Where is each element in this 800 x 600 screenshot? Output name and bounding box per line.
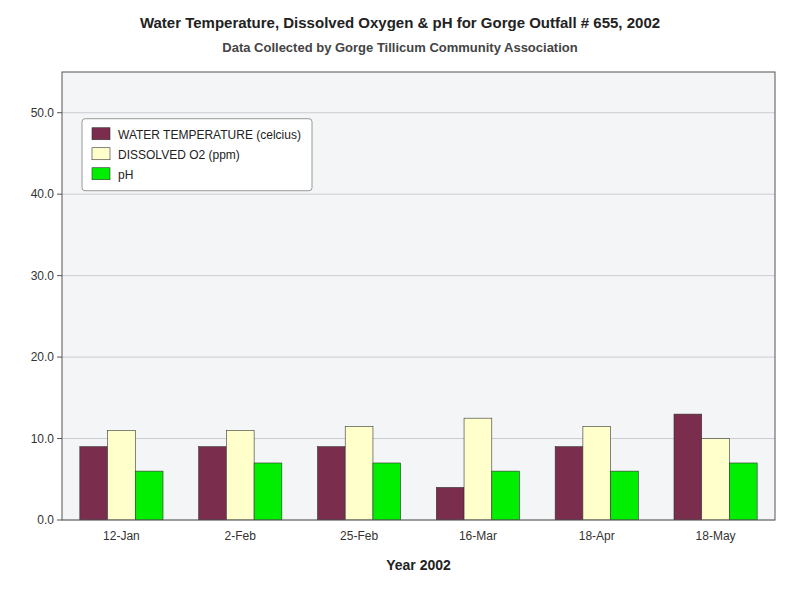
legend-swatch (92, 168, 110, 180)
x-axis-label: Year 2002 (386, 557, 451, 573)
y-tick-label: 20.0 (31, 350, 55, 364)
bar (583, 426, 611, 520)
tick-mark (57, 275, 62, 276)
legend-box (82, 119, 312, 191)
bar (464, 418, 492, 520)
tick-mark (57, 520, 62, 521)
tick-mark (57, 112, 62, 113)
x-tick-label: 2-Feb (225, 529, 257, 543)
grid-line (62, 438, 775, 439)
plot-frame (62, 72, 775, 520)
legend-label: DISSOLVED O2 (ppm) (118, 148, 240, 162)
bars (80, 414, 757, 520)
subtitle: Data Collected by Gorge Tillicum Communi… (222, 40, 577, 55)
x-tick-label: 12-Jan (103, 529, 140, 543)
bar (135, 471, 163, 520)
x-tick-label: 16-Mar (459, 529, 497, 543)
grid-line (62, 194, 775, 195)
bar (345, 426, 373, 520)
legend-label: WATER TEMPERATURE (celcius) (118, 128, 301, 142)
legend-label: pH (118, 168, 133, 182)
bar (436, 487, 464, 520)
legend-swatch (92, 148, 110, 160)
grid-line (62, 275, 775, 276)
plot-area (62, 72, 775, 520)
tick-mark (57, 438, 62, 439)
x-tick-label: 18-Apr (579, 529, 615, 543)
bar (373, 463, 401, 520)
y-tick-label: 30.0 (31, 269, 55, 283)
tick-mark (57, 194, 62, 195)
bar (702, 439, 730, 520)
bar (199, 447, 227, 520)
bar (108, 430, 136, 520)
grid-line (62, 357, 775, 358)
y-tick-label: 50.0 (31, 106, 55, 120)
bar (226, 430, 254, 520)
chart: 0.0 10.0 20.0 30.0 40.0 50.0 12-Jan 2-Feb 25-Feb… (0, 0, 800, 600)
bar (555, 447, 583, 520)
y-tick-label: 10.0 (31, 432, 55, 446)
x-tick-label: 25-Feb (340, 529, 378, 543)
title: Water Temperature, Dissolved Oxygen & pH… (140, 14, 660, 31)
y-axis: 0.0 10.0 20.0 30.0 40.0 50.0 (31, 106, 775, 527)
bar (254, 463, 282, 520)
x-axis: 12-Jan 2-Feb 25-Feb 16-Mar 18-Apr 18-May (103, 529, 736, 543)
y-tick-label: 0.0 (37, 513, 54, 527)
bar (80, 447, 108, 520)
legend: WATER TEMPERATURE (celcius) DISSOLVED O2 … (82, 119, 312, 191)
x-tick-label: 18-May (696, 529, 736, 543)
y-tick-label: 40.0 (31, 187, 55, 201)
legend-swatch (92, 128, 110, 140)
bar (674, 414, 702, 520)
bar (317, 447, 345, 520)
grid-line (62, 112, 775, 113)
tick-mark (57, 357, 62, 358)
bar (729, 463, 757, 520)
bar (611, 471, 639, 520)
bar (492, 471, 520, 520)
